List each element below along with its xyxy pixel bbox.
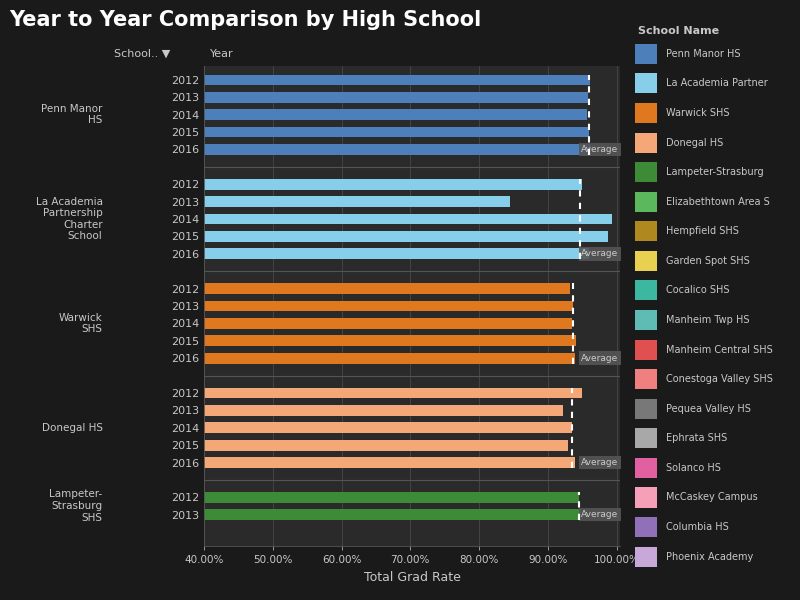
Bar	[204, 248, 589, 259]
Bar	[204, 109, 587, 120]
Text: Warwick SHS: Warwick SHS	[666, 108, 730, 118]
Bar	[635, 44, 658, 64]
Text: Year: Year	[210, 49, 234, 59]
Bar	[204, 196, 510, 207]
Bar	[635, 280, 658, 301]
Bar	[204, 283, 570, 294]
Text: Manheim Central SHS: Manheim Central SHS	[666, 344, 773, 355]
Text: Solanco HS: Solanco HS	[666, 463, 721, 473]
Text: Hempfield SHS: Hempfield SHS	[666, 226, 738, 236]
Text: Phoenix Academy: Phoenix Academy	[666, 551, 753, 562]
Bar	[635, 517, 658, 537]
Bar	[204, 301, 574, 311]
Bar	[635, 103, 658, 123]
Text: School Name: School Name	[638, 26, 719, 36]
Text: Lampeter-
Strasburg
SHS: Lampeter- Strasburg SHS	[50, 490, 102, 523]
Bar	[204, 440, 569, 451]
Text: Average: Average	[582, 250, 618, 259]
Text: Average: Average	[582, 145, 618, 154]
Text: Average: Average	[582, 353, 618, 362]
Bar	[204, 214, 612, 224]
Bar	[204, 74, 590, 85]
Text: Ephrata SHS: Ephrata SHS	[666, 433, 727, 443]
Bar	[635, 458, 658, 478]
Bar	[635, 487, 658, 508]
Bar	[204, 405, 563, 416]
Text: La Academia
Partnership
Charter
School: La Academia Partnership Charter School	[35, 197, 102, 241]
Text: Cocalico SHS: Cocalico SHS	[666, 286, 730, 295]
Bar	[204, 457, 575, 468]
Bar	[635, 547, 658, 566]
Bar	[635, 428, 658, 448]
Text: Garden Spot SHS: Garden Spot SHS	[666, 256, 750, 266]
Bar	[635, 251, 658, 271]
Text: Year to Year Comparison by High School: Year to Year Comparison by High School	[10, 10, 482, 29]
Bar	[204, 231, 608, 242]
Bar	[204, 144, 591, 155]
Bar	[204, 179, 582, 190]
Bar	[204, 492, 578, 503]
Bar	[204, 127, 589, 137]
Bar	[635, 191, 658, 212]
Bar	[635, 73, 658, 94]
Text: Penn Manor HS: Penn Manor HS	[666, 49, 740, 59]
Bar	[635, 398, 658, 419]
Text: La Academia Partner: La Academia Partner	[666, 79, 767, 88]
Text: Donegal HS: Donegal HS	[42, 423, 102, 433]
Text: Elizabethtown Area S: Elizabethtown Area S	[666, 197, 770, 207]
Bar	[635, 221, 658, 241]
Bar	[635, 133, 658, 152]
Bar	[204, 318, 572, 329]
Bar	[635, 369, 658, 389]
Bar	[204, 353, 575, 364]
Text: Columbia HS: Columbia HS	[666, 522, 729, 532]
Text: School.. ▼: School.. ▼	[114, 49, 170, 59]
Text: Penn Manor
HS: Penn Manor HS	[42, 104, 102, 125]
Bar	[635, 340, 658, 359]
Text: Manheim Twp HS: Manheim Twp HS	[666, 315, 750, 325]
Text: Donegal HS: Donegal HS	[666, 137, 723, 148]
Text: Lampeter-Strasburg: Lampeter-Strasburg	[666, 167, 763, 177]
Text: Conestoga Valley SHS: Conestoga Valley SHS	[666, 374, 773, 384]
Bar	[204, 92, 588, 103]
Text: Pequea Valley HS: Pequea Valley HS	[666, 404, 750, 414]
Bar	[204, 388, 582, 398]
Text: Warwick
SHS: Warwick SHS	[59, 313, 102, 334]
X-axis label: Total Grad Rate: Total Grad Rate	[363, 571, 461, 584]
Bar	[204, 509, 581, 520]
Text: Average: Average	[582, 458, 618, 467]
Bar	[204, 335, 576, 346]
Text: Average: Average	[582, 510, 618, 519]
Bar	[635, 310, 658, 330]
Bar	[204, 422, 572, 433]
Bar	[635, 162, 658, 182]
Text: McCaskey Campus: McCaskey Campus	[666, 493, 758, 502]
